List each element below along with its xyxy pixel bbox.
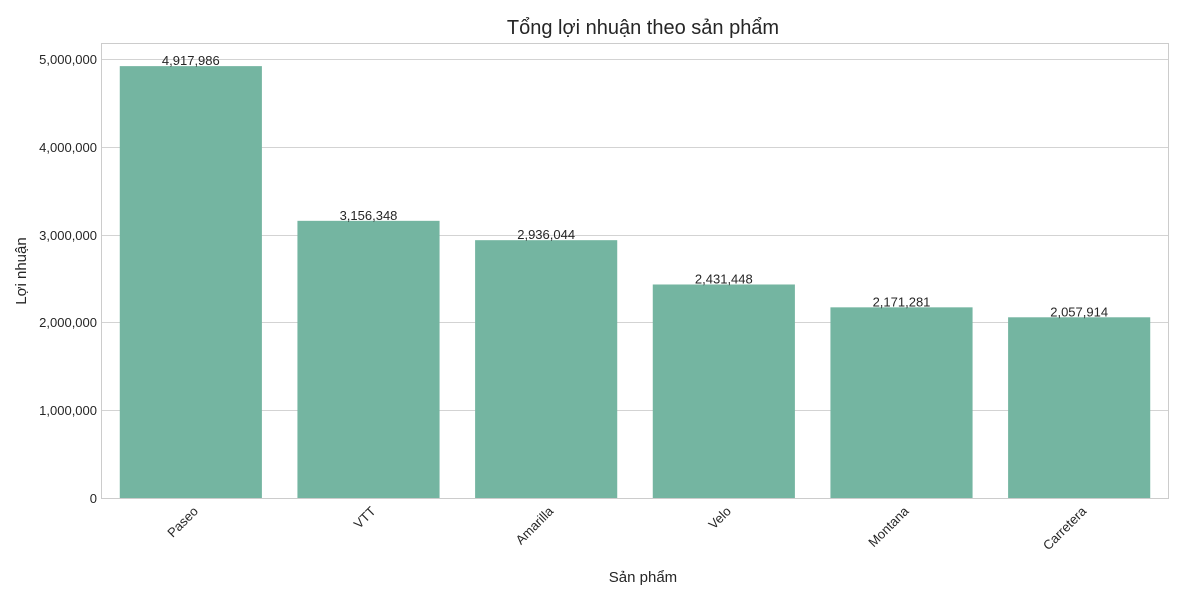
y-tick-label: 3,000,000 xyxy=(39,228,97,243)
y-tick-labels: 0 1,000,000 2,000,000 3,000,000 4,000,000 5,0… xyxy=(39,52,97,506)
x-tick-label: Velo xyxy=(705,504,734,533)
bar xyxy=(119,66,262,499)
x-tick-label: Amarilla xyxy=(512,503,556,547)
bar xyxy=(830,307,973,498)
y-tick-label: 0 xyxy=(90,491,97,506)
x-tick-label: VTT xyxy=(351,503,379,531)
bar xyxy=(297,220,440,499)
plot-frame xyxy=(101,43,1169,499)
x-axis-label: Sản phẩm xyxy=(609,569,677,586)
data-labels: 4,917,986 3,156,348 2,936,044 2,431,448 2,17… xyxy=(162,53,1108,319)
y-tick-label: 2,000,000 xyxy=(39,315,97,330)
y-tick-label: 5,000,000 xyxy=(39,52,97,67)
x-tick-label: Montana xyxy=(865,503,912,550)
bar-value-label: 2,171,281 xyxy=(873,294,931,309)
bar-value-label: 2,936,044 xyxy=(517,227,575,242)
bars xyxy=(119,66,1151,499)
bar xyxy=(475,240,618,498)
bar-value-label: 4,917,986 xyxy=(162,53,220,68)
bar-value-label: 3,156,348 xyxy=(340,208,398,223)
x-tick-labels: Paseo VTT Amarilla Velo Montana Carretera xyxy=(164,503,1090,553)
x-tick-label: Paseo xyxy=(164,504,201,541)
chart-title: Tổng lợi nhuận theo sản phẩm xyxy=(507,17,779,39)
bar xyxy=(1008,317,1151,498)
bar-value-label: 2,431,448 xyxy=(695,271,753,286)
bar-value-label: 2,057,914 xyxy=(1050,304,1108,319)
y-axis-label: Lợi nhuận xyxy=(13,237,30,304)
x-tick-label: Carretera xyxy=(1040,503,1090,553)
bar xyxy=(652,284,795,498)
y-tick-label: 1,000,000 xyxy=(39,403,97,418)
y-tick-label: 4,000,000 xyxy=(39,140,97,155)
